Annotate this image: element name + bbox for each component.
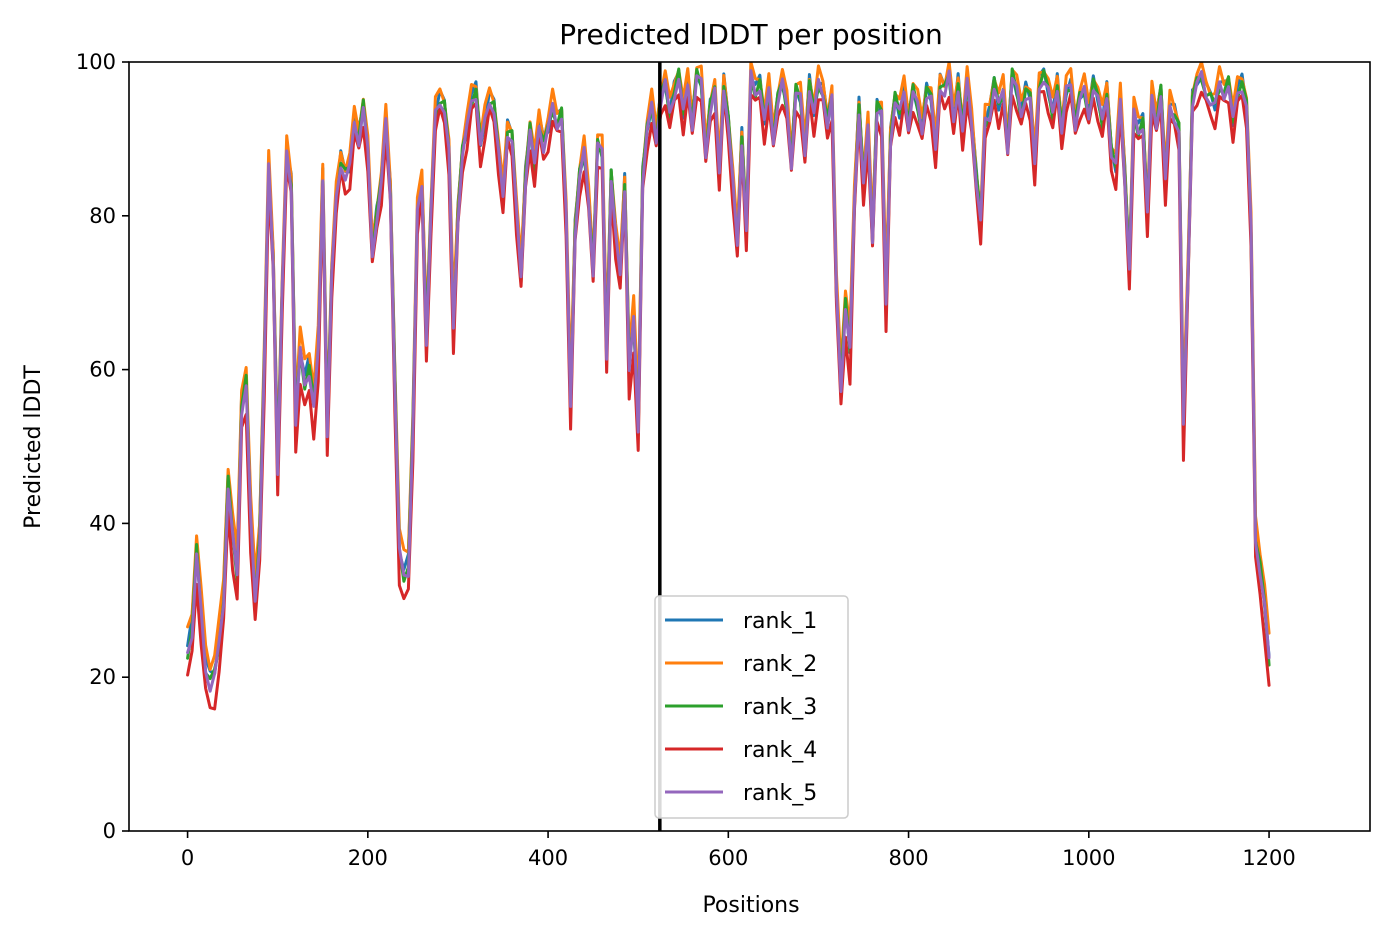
legend-box — [654, 595, 849, 819]
plot-frame — [128, 61, 1371, 832]
y-tick-label: 0 — [103, 819, 116, 843]
series-line-rank_5 — [186, 69, 1271, 693]
x-tick-label: 1000 — [1062, 846, 1115, 870]
x-tick-label: 200 — [348, 846, 388, 870]
y-tick-label: 100 — [76, 50, 116, 74]
y-tick-label: 20 — [89, 665, 116, 689]
legend-label-rank_4: rank_4 — [743, 738, 817, 763]
plot-area — [128, 61, 1371, 832]
x-tick-label: 0 — [181, 846, 194, 870]
x-tick-label: 400 — [528, 846, 568, 870]
series-lines — [186, 62, 1271, 711]
legend-label-rank_3: rank_3 — [743, 695, 817, 720]
y-tick-label: 80 — [89, 204, 116, 228]
x-axis-ticks: 0 200 400 600 800 1000 1200 — [181, 831, 1296, 870]
x-tick-label: 600 — [708, 846, 748, 870]
legend-label-rank_1: rank_1 — [743, 609, 817, 634]
legend-label-rank_5: rank_5 — [743, 781, 817, 806]
chart-title: Predicted lDDT per position — [559, 18, 943, 51]
y-axis-label: Predicted lDDT — [21, 365, 46, 529]
x-tick-label: 800 — [889, 846, 929, 870]
y-tick-label: 40 — [89, 511, 116, 535]
x-axis-label: Positions — [702, 893, 799, 918]
legend: rank_1 rank_2 rank_3 rank_4 rank_5 — [654, 595, 849, 819]
y-axis-ticks: 0 20 40 60 80 100 — [76, 50, 129, 843]
y-tick-label: 60 — [89, 358, 116, 382]
x-tick-label: 1200 — [1242, 846, 1295, 870]
legend-label-rank_2: rank_2 — [743, 652, 817, 677]
